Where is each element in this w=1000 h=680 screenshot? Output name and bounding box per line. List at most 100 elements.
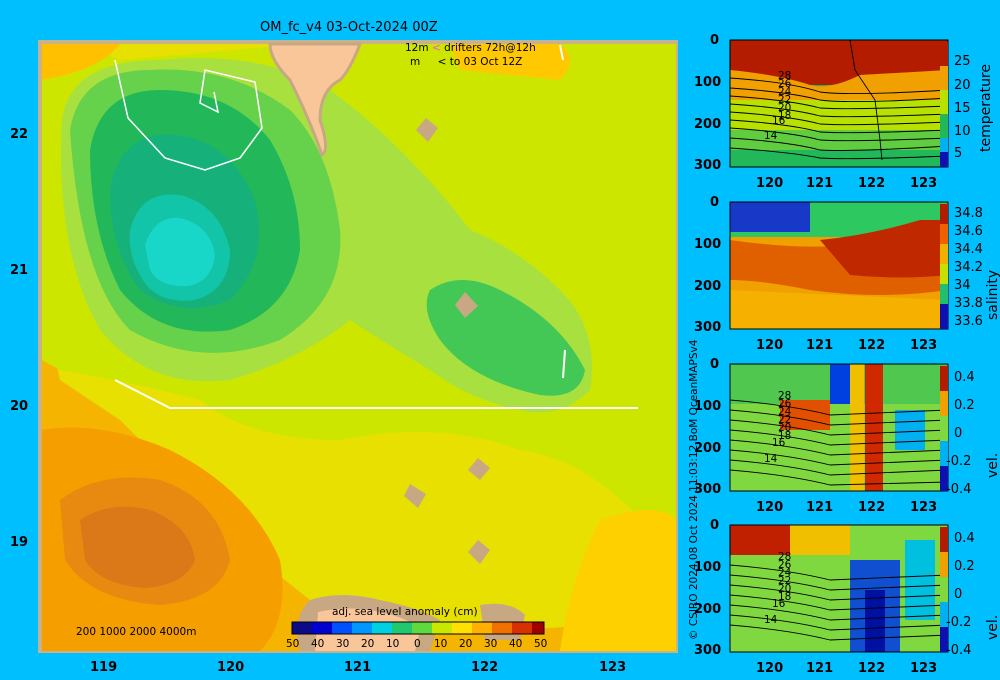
contour-label: 26 [778,78,792,90]
cbar-tick: 50 [286,638,300,650]
p3-cbar-tick: 0.2 [954,398,975,413]
p3-cbar-tick: -0.4 [946,482,972,497]
contour-label: 18 [778,591,792,603]
p4-x-tick: 120 [756,661,784,676]
x-tick: 119 [90,660,118,675]
p4-y-tick: 300 [694,643,722,658]
p4-label: vel. E (m/s) [985,614,1000,640]
cbar-tick: 0 [414,638,421,650]
p4-y-tick: 200 [694,602,722,617]
p1-y-tick: 200 [694,117,722,132]
y-tick: 21 [10,263,29,278]
p3-x-tick: 123 [910,500,938,515]
p1-cbar-tick: 5 [954,146,963,161]
p3-x-tick: 121 [806,500,834,515]
velocity-e-panel [729,524,949,653]
legend-drifters: drifters 72h@12h [444,42,536,54]
p4-cbar-tick: 0.2 [954,559,975,574]
legend-12m: 12m [405,42,429,54]
p4-cbar-tick: 0 [954,587,963,602]
p1-x-tick: 120 [756,176,784,191]
p4-x-tick: 121 [806,661,834,676]
p2-y-tick: 200 [694,279,722,294]
y-tick: 22 [10,127,29,142]
cbar-tick: 10 [386,638,400,650]
cbar-tick: 30 [336,638,350,650]
p2-y-tick: 300 [694,320,722,335]
contour-label: 28 [778,70,792,82]
black-arrow-icon: < [437,56,447,68]
p3-label: vel. N (m/s) [985,452,1000,478]
p2-cbar-tick: 33.6 [954,314,983,329]
p4-x-tick: 123 [910,661,938,676]
contour-label: 22 [778,94,792,106]
p2-label: salinity [985,269,1000,320]
cbar-tick: 50 [534,638,548,650]
p3-y-tick: 100 [694,399,722,414]
y-tick: 20 [10,399,29,414]
contour-label: 28 [778,551,792,563]
p1-x-tick: 121 [806,176,834,191]
drifters-legend: 12m < drifters 72h@12h [405,42,536,54]
p3-y-tick: 300 [694,482,722,497]
legend-date: to 03 Oct 12Z [449,56,523,68]
p2-cbar-tick: 34.4 [954,242,983,257]
contour-label: 16 [772,115,786,127]
p1-cbar-tick: 10 [954,124,971,139]
contour-label: 14 [764,453,778,465]
p2-cbar-tick: 34.6 [954,224,983,239]
contour-label: 24 [778,86,792,98]
p3-y-tick: 200 [694,441,722,456]
p3-x-tick: 120 [756,500,784,515]
p3-contour-labels: 28 26 24 22 20 18 [778,391,792,442]
legend-m: m [410,56,421,68]
p4-x-tick: 122 [858,661,886,676]
p1-cbar-tick: 25 [954,54,971,69]
cbar-tick: 20 [459,638,473,650]
p3-x-tick: 122 [858,500,886,515]
x-tick: 123 [599,660,627,675]
p2-y-tick: 100 [694,237,722,252]
cbar-tick: 40 [509,638,523,650]
contour-label: 24 [778,567,792,579]
section-panels [729,39,949,653]
cbar-tick: 30 [484,638,498,650]
contour-label: 14 [764,614,778,626]
p4-cbar-tick: -0.2 [946,615,972,630]
contour-label: 24 [778,406,792,418]
cbar-tick: 40 [311,638,325,650]
contour-label: 18 [778,110,792,122]
p1-contour-labels: 28 26 24 22 20 18 [778,70,792,122]
cbar-tick: 10 [434,638,448,650]
date-legend: m < to 03 Oct 12Z [410,56,522,68]
contour-label: 26 [778,398,792,410]
p1-x-tick: 123 [910,176,938,191]
contour-label: 16 [772,598,786,610]
p1-y-tick: 300 [694,158,722,173]
p2-x-tick: 123 [910,338,938,353]
p2-x-tick: 121 [806,338,834,353]
magenta-arrow-icon: < [431,42,441,54]
p3-cbar-tick: 0 [954,426,963,441]
p3-cbar-tick: -0.2 [946,454,972,469]
p3-y-tick: 0 [710,357,720,372]
x-tick: 121 [344,660,372,675]
velocity-n-panel [729,363,949,492]
p2-cbar-tick: 34.2 [954,260,983,275]
salinity-panel [729,201,949,330]
p4-y-tick: 100 [694,560,722,575]
p1-cbar-tick: 20 [954,78,971,93]
p4-y-tick: 0 [710,518,720,533]
colorbar-label: adj. sea level anomaly (cm) [332,606,478,618]
contour-label: 26 [778,559,792,571]
p1-label: temperature [978,64,994,152]
x-tick: 120 [217,660,245,675]
colorbar [291,621,545,635]
contour-label: 16 [772,437,786,449]
p2-x-tick: 122 [858,338,886,353]
p2-y-tick: 0 [710,195,720,210]
p3-cbar-tick: 0.4 [954,370,975,385]
p2-cbar-tick: 34 [954,278,971,293]
cbar-tick: 20 [361,638,375,650]
